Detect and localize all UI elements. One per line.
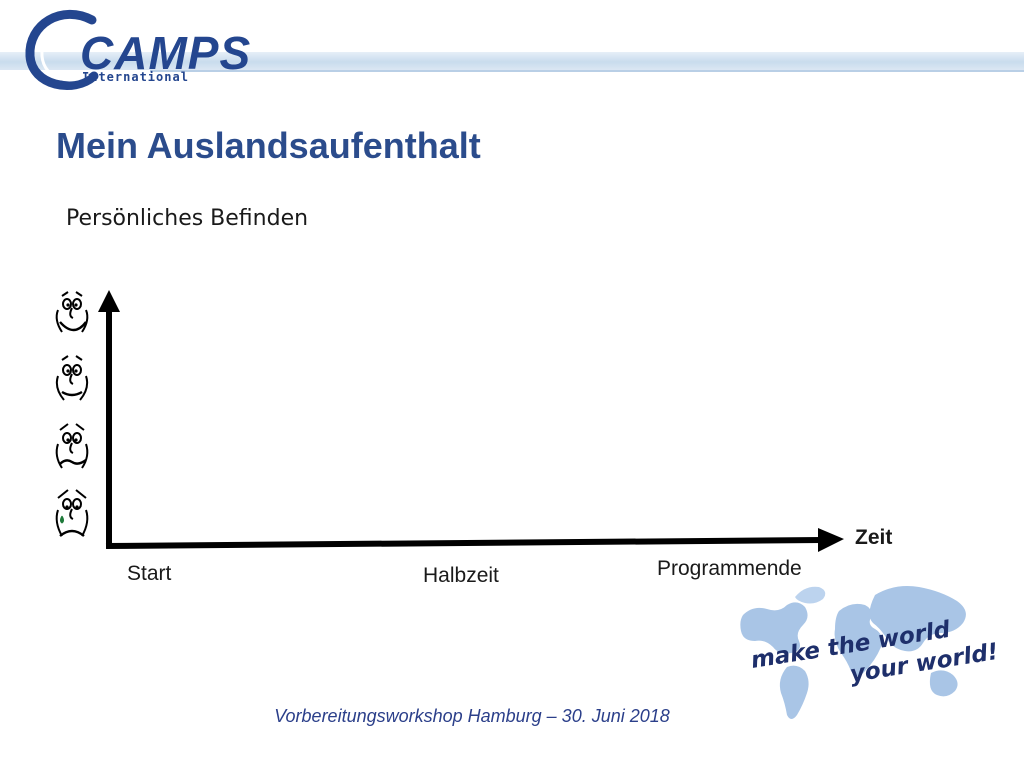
marker-start: Start bbox=[127, 562, 172, 585]
logo-swoosh-icon bbox=[25, 9, 99, 90]
page-title: Mein Auslandsaufenthalt bbox=[56, 125, 481, 166]
logo-subtitle: International bbox=[82, 70, 189, 84]
y-axis-arrowhead bbox=[98, 290, 120, 312]
logo-wordmark: CAMPS bbox=[80, 27, 252, 79]
crying-face-icon bbox=[55, 489, 89, 537]
header-rule bbox=[150, 70, 1024, 72]
marker-halbzeit: Halbzeit bbox=[423, 564, 499, 587]
happy-face-icon bbox=[55, 291, 89, 333]
footer-text: Vorbereitungsworkshop Hamburg – 30. Juni… bbox=[274, 706, 670, 726]
header-band bbox=[0, 52, 1024, 70]
neutral-face-icon bbox=[55, 355, 89, 401]
camps-logo: CAMPS International bbox=[22, 6, 250, 92]
section-label: Persönliches Befinden bbox=[66, 206, 309, 231]
x-axis bbox=[105, 537, 823, 549]
x-axis-title: Zeit bbox=[855, 526, 893, 549]
x-axis-arrowhead bbox=[818, 528, 844, 552]
sad-face-icon bbox=[55, 423, 89, 469]
marker-programmende: Programmende bbox=[657, 557, 802, 580]
world-map-icon bbox=[740, 586, 966, 719]
